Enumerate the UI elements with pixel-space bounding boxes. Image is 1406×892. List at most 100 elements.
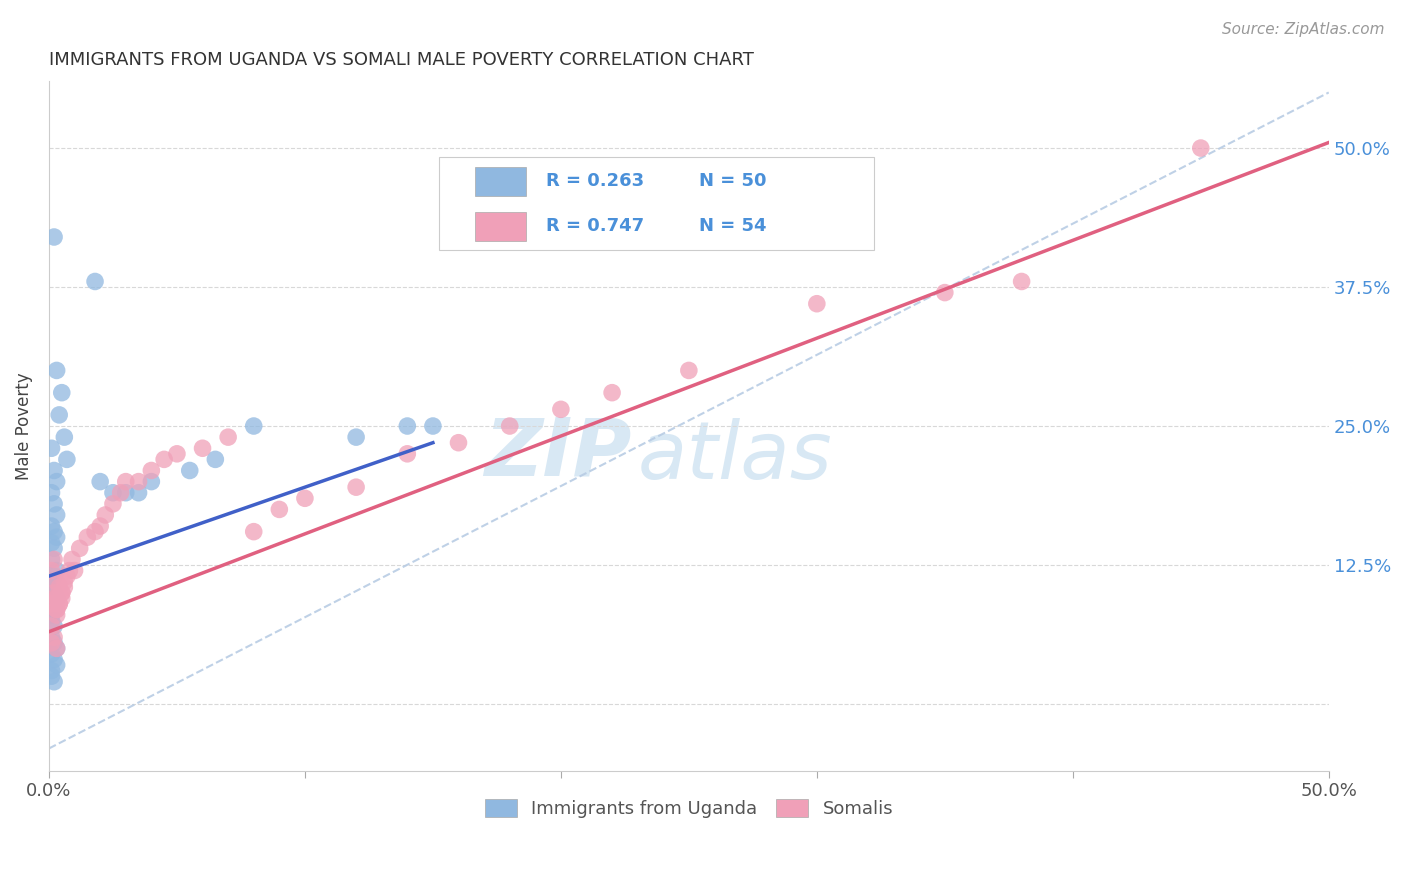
Point bbox=[128, 475, 150, 489]
Point bbox=[53, 430, 76, 444]
Point bbox=[45, 508, 67, 522]
Point bbox=[422, 419, 444, 434]
Point bbox=[191, 442, 214, 456]
Point bbox=[45, 363, 67, 377]
FancyBboxPatch shape bbox=[439, 157, 875, 251]
Point bbox=[141, 475, 163, 489]
Point bbox=[101, 497, 124, 511]
Point bbox=[42, 619, 65, 633]
Point bbox=[550, 402, 572, 417]
Point bbox=[42, 524, 65, 539]
Point bbox=[41, 535, 63, 549]
Point bbox=[69, 541, 91, 556]
Point bbox=[51, 385, 73, 400]
Point bbox=[58, 564, 80, 578]
Point bbox=[41, 636, 63, 650]
Point bbox=[51, 586, 73, 600]
Point bbox=[1011, 275, 1033, 289]
Point bbox=[48, 597, 70, 611]
Point bbox=[41, 552, 63, 566]
Point bbox=[56, 452, 79, 467]
Point bbox=[41, 597, 63, 611]
Point bbox=[41, 614, 63, 628]
Point bbox=[45, 564, 67, 578]
Point bbox=[89, 475, 111, 489]
Point bbox=[110, 485, 132, 500]
Point bbox=[217, 430, 239, 444]
Point bbox=[56, 569, 79, 583]
Point bbox=[42, 569, 65, 583]
Point bbox=[42, 552, 65, 566]
Point bbox=[41, 669, 63, 683]
Point bbox=[45, 475, 67, 489]
Point bbox=[179, 463, 201, 477]
Point bbox=[42, 602, 65, 616]
Point bbox=[42, 591, 65, 606]
Text: N = 50: N = 50 bbox=[699, 172, 766, 190]
Point bbox=[344, 430, 367, 444]
Point bbox=[53, 574, 76, 589]
Point bbox=[600, 385, 623, 400]
Point bbox=[242, 419, 264, 434]
Point bbox=[934, 285, 956, 300]
Point bbox=[294, 491, 316, 506]
Point bbox=[41, 564, 63, 578]
Legend: Immigrants from Uganda, Somalis: Immigrants from Uganda, Somalis bbox=[479, 794, 898, 823]
Point bbox=[204, 452, 226, 467]
Point bbox=[41, 574, 63, 589]
Point bbox=[499, 419, 522, 434]
Point bbox=[84, 275, 107, 289]
Point bbox=[396, 419, 419, 434]
Text: R = 0.263: R = 0.263 bbox=[546, 172, 644, 190]
Point bbox=[42, 497, 65, 511]
Point bbox=[242, 524, 264, 539]
Point bbox=[53, 580, 76, 594]
Point bbox=[45, 574, 67, 589]
Text: R = 0.747: R = 0.747 bbox=[546, 217, 644, 235]
Point bbox=[45, 658, 67, 673]
Point bbox=[269, 502, 291, 516]
Point bbox=[48, 580, 70, 594]
Text: atlas: atlas bbox=[638, 418, 832, 496]
Point bbox=[41, 485, 63, 500]
Point bbox=[48, 408, 70, 422]
Point bbox=[166, 447, 188, 461]
Point bbox=[51, 586, 73, 600]
Text: N = 54: N = 54 bbox=[699, 217, 766, 235]
Point bbox=[42, 674, 65, 689]
Point bbox=[51, 591, 73, 606]
Point bbox=[42, 630, 65, 644]
Point bbox=[41, 630, 63, 644]
Point bbox=[42, 463, 65, 477]
Point bbox=[153, 452, 176, 467]
Point bbox=[447, 435, 470, 450]
Point bbox=[45, 602, 67, 616]
Point bbox=[41, 647, 63, 661]
Text: Source: ZipAtlas.com: Source: ZipAtlas.com bbox=[1222, 22, 1385, 37]
Text: IMMIGRANTS FROM UGANDA VS SOMALI MALE POVERTY CORRELATION CHART: IMMIGRANTS FROM UGANDA VS SOMALI MALE PO… bbox=[49, 51, 754, 69]
Point bbox=[101, 485, 124, 500]
FancyBboxPatch shape bbox=[475, 211, 526, 241]
Point bbox=[94, 508, 117, 522]
Point bbox=[45, 591, 67, 606]
Point bbox=[41, 664, 63, 678]
Point bbox=[48, 597, 70, 611]
Point bbox=[396, 447, 419, 461]
Point bbox=[1189, 141, 1212, 155]
Point bbox=[45, 602, 67, 616]
Point bbox=[806, 296, 828, 310]
Point bbox=[128, 485, 150, 500]
Point bbox=[42, 636, 65, 650]
Point bbox=[45, 641, 67, 656]
Point bbox=[41, 607, 63, 622]
Point bbox=[45, 607, 67, 622]
Text: ZIP: ZIP bbox=[484, 415, 631, 492]
Point bbox=[45, 530, 67, 544]
Point bbox=[344, 480, 367, 494]
Point bbox=[678, 363, 700, 377]
Point bbox=[41, 442, 63, 456]
Point bbox=[41, 619, 63, 633]
Point bbox=[76, 530, 98, 544]
Point bbox=[42, 586, 65, 600]
Point bbox=[42, 541, 65, 556]
